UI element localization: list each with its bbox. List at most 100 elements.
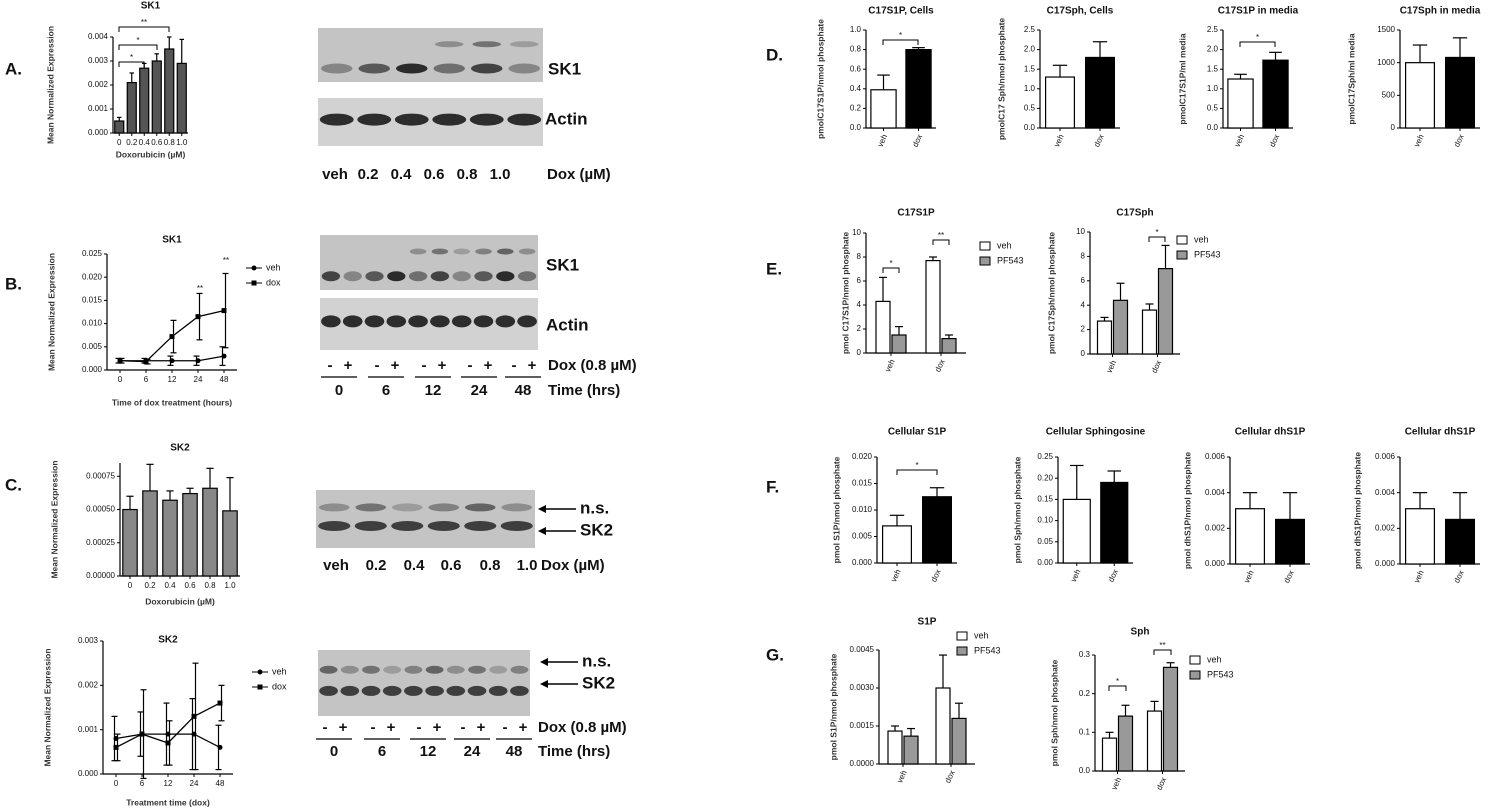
sign-label: -: [417, 719, 422, 736]
band-label: n.s.: [580, 498, 609, 517]
legend-label: dox: [272, 681, 287, 691]
y-tick-label: 2.0: [1024, 45, 1036, 54]
x-tick-label: veh: [1412, 133, 1426, 149]
blot-band: [382, 685, 402, 696]
blot-band: [473, 315, 494, 328]
legend-label: PF543: [1194, 249, 1221, 259]
x-tick-label: veh: [1242, 569, 1256, 585]
y-tick-label: 0.00000: [86, 571, 115, 580]
bar: [1117, 715, 1134, 772]
time-axis-label: Time (hrs): [548, 382, 620, 399]
marker: [221, 308, 227, 314]
bar: [903, 735, 919, 765]
blot-image: [318, 650, 530, 716]
bar: [164, 48, 175, 134]
y-tick-label: 1.0: [1207, 84, 1219, 93]
blot-band: [340, 665, 359, 674]
blot-band: [432, 113, 467, 126]
x-tick-label: 1.0: [176, 138, 188, 147]
x-tick-label: veh: [876, 133, 890, 149]
bar: [1062, 498, 1091, 564]
bar: [1234, 508, 1265, 565]
blot-band: [510, 685, 529, 696]
lane-label: 1.0: [517, 557, 538, 574]
y-tick-label: 1.5: [1207, 64, 1219, 73]
y-tick-label: 0.6: [850, 64, 862, 73]
blot-band: [425, 665, 444, 674]
blot-band: [321, 315, 341, 328]
lane-label: 0.4: [404, 557, 426, 574]
blot-band: [321, 63, 353, 74]
legend-swatch: [956, 631, 968, 641]
bar: [222, 510, 238, 577]
y-tick-label: 0.002: [88, 80, 109, 89]
blot-band: [508, 63, 540, 74]
x-axis-title: Doxorubicin (µM): [116, 149, 186, 159]
blot-band: [489, 665, 508, 674]
x-tick-label: dox: [1452, 133, 1466, 149]
blot-band: [464, 503, 496, 512]
y-tick-label: 0.0045: [850, 645, 875, 654]
bar: [1096, 320, 1113, 355]
significance-label: *: [136, 36, 139, 45]
bar: [1227, 78, 1254, 129]
y-tick-label: 0.002: [1375, 523, 1396, 532]
significance-bracket: [118, 26, 170, 32]
blot-band: [319, 113, 354, 126]
x-tick-label: dox: [1150, 359, 1164, 375]
y-tick-label: 0.3: [1079, 650, 1091, 659]
y-tick-label: 0.003: [88, 56, 109, 65]
lane-label: 0.8: [457, 166, 478, 183]
blot-band: [431, 248, 449, 255]
y-tick-label: 0.0030: [850, 683, 875, 692]
y-tick-label: 0.5: [1207, 104, 1219, 113]
bar: [142, 490, 158, 577]
y-tick-label: 0.015: [82, 296, 103, 305]
bar: [1262, 59, 1289, 129]
legend-label: veh: [974, 630, 989, 640]
y-axis-title: pmol C17S1P/nmol phosphate: [840, 232, 850, 355]
x-tick-label: 1.0: [224, 581, 236, 590]
y-tick-label: 0.1: [1079, 727, 1091, 736]
band-label: n.s.: [582, 651, 611, 670]
x-tick-label: dox: [1155, 776, 1169, 792]
blot-band: [319, 685, 338, 696]
y-tick-label: 0.001: [88, 104, 109, 113]
lane-label: 0.6: [441, 557, 462, 574]
band-label: SK1: [548, 59, 581, 78]
blot-band: [469, 113, 504, 126]
blot-band: [474, 271, 493, 282]
sign-label: -: [512, 357, 517, 374]
blot-band: [510, 41, 539, 48]
y-axis-title: Mean Normalized Expression: [49, 460, 59, 578]
blot-band: [383, 665, 402, 674]
blot-band: [408, 271, 428, 282]
blot-band: [430, 315, 450, 328]
treatment-label: Dox (0.8 µM): [538, 719, 627, 736]
blot-band: [468, 665, 486, 674]
significance-label: **: [938, 231, 944, 240]
arrow-head: [540, 658, 548, 666]
marker: [169, 334, 175, 340]
y-tick-label: 0.2: [850, 104, 862, 113]
blot-band: [501, 503, 533, 512]
x-tick-label: veh: [1105, 359, 1119, 375]
y-tick-label: 0.015: [852, 479, 873, 488]
x-tick-label: veh: [1052, 133, 1066, 149]
bar: [881, 525, 912, 564]
legend-marker: [251, 265, 257, 271]
significance-label: *: [915, 461, 918, 470]
band-label: SK2: [580, 520, 613, 539]
chart-title: Cellular S1P: [888, 427, 947, 438]
y-tick-label: 1.0: [1024, 84, 1036, 93]
bar: [202, 487, 218, 577]
legend-swatch: [979, 256, 991, 266]
y-tick-label: 6: [1081, 276, 1086, 285]
arrow-head: [538, 527, 546, 535]
x-tick-label: veh: [1110, 776, 1124, 792]
y-tick-label: 4: [1081, 300, 1086, 309]
blot-band: [394, 113, 429, 126]
panel-label: D.: [766, 45, 783, 64]
lane-label: veh: [323, 557, 349, 574]
